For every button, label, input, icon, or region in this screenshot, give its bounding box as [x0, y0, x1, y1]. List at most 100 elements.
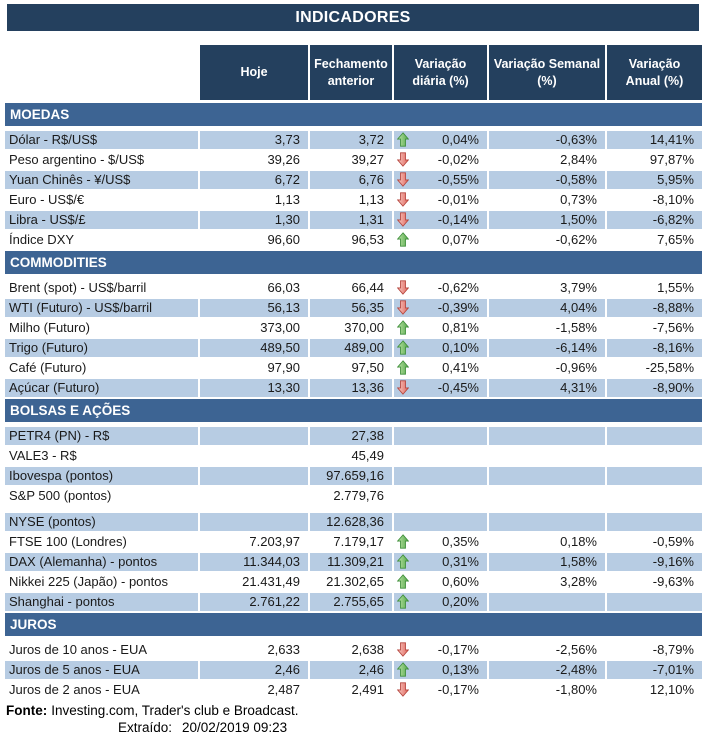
down-arrow-icon	[397, 212, 409, 227]
down-arrow-icon	[397, 682, 409, 697]
cell-hoje: 2.761,22	[200, 593, 310, 611]
up-arrow-icon	[397, 554, 409, 569]
cell-variacao-semanal: 0,73%	[560, 192, 597, 207]
cell-hoje: 373,00	[260, 320, 300, 335]
cell-variacao-anual: 12,10%	[649, 682, 694, 697]
cell-variacao-diaria	[394, 427, 489, 445]
table-row: Brent (spot) - US$/barril 66,03 66,44 -0,62…	[5, 279, 702, 297]
cell-variacao-anual: 1,55%	[657, 280, 694, 295]
row-label: Brent (spot) - US$/barril	[9, 280, 147, 295]
up-arrow-icon	[397, 662, 409, 677]
cell-variacao-anual	[607, 513, 702, 531]
cell-variacao-diaria: -0,01%	[394, 191, 489, 209]
cell-variacao-anual: 5,95%	[607, 171, 702, 189]
down-arrow-icon	[397, 192, 409, 207]
cell-variacao-anual: 97,87%	[649, 152, 694, 167]
down-arrow-icon	[397, 380, 409, 395]
cell-variacao-semanal: -6,14%	[489, 339, 607, 357]
cell-fechamento-anterior: 6,76	[310, 171, 394, 189]
cell-variacao-diaria: -0,62%	[394, 279, 489, 297]
row-label: VALE3 - R$	[9, 448, 77, 463]
cell-fechamento-anterior: 39,27	[351, 152, 384, 167]
cell-variacao-semanal: -2,56%	[555, 642, 597, 657]
table-row: Dólar - R$/US$ 3,73 3,72 0,04% -0,63% 14,41%	[5, 131, 702, 149]
report-footer: Fonte: Investing.com, Trader's club e Bro…	[6, 702, 707, 736]
cell-variacao-diaria: 0,41%	[394, 359, 489, 377]
cell-variacao-anual: -9,63%	[652, 574, 694, 589]
table-row: Café (Futuro) 97,90 97,50 0,41% -0,96% -25,58…	[5, 359, 702, 377]
up-arrow-icon	[397, 232, 409, 247]
row-label: Açúcar (Futuro)	[5, 379, 200, 397]
cell-hoje: 39,26	[267, 152, 300, 167]
cell-fechamento-anterior: 489,00	[310, 339, 394, 357]
cell-variacao-anual: -8,79%	[652, 642, 694, 657]
up-arrow-icon	[397, 132, 409, 147]
row-label: Yuan Chinês - ¥/US$	[5, 171, 200, 189]
row-label: FTSE 100 (Londres)	[9, 534, 127, 549]
table-row: Milho (Futuro) 373,00 370,00 0,81% -1,58% -7,…	[5, 319, 702, 337]
cell-fechamento-anterior: 97,50	[351, 360, 384, 375]
row-label: Milho (Futuro)	[9, 320, 90, 335]
cell-variacao-diaria: -0,14%	[394, 211, 489, 229]
cell-hoje: 11.344,03	[200, 553, 310, 571]
cell-variacao-diaria: 0,81%	[394, 319, 489, 337]
cell-fechamento-anterior: 2,491	[351, 682, 384, 697]
cell-hoje: 56,13	[200, 299, 310, 317]
up-arrow-icon	[397, 534, 409, 549]
up-arrow-icon	[397, 320, 409, 335]
cell-hoje: 97,90	[267, 360, 300, 375]
section-header-bolsas-e-a-es: BOLSAS E AÇÕES	[5, 399, 702, 422]
footer-source-label: Fonte:	[6, 703, 48, 718]
cell-variacao-anual	[607, 487, 702, 505]
cell-variacao-semanal	[489, 447, 607, 465]
cell-variacao-anual: -6,82%	[607, 211, 702, 229]
cell-variacao-anual: 7,65%	[657, 232, 694, 247]
table-row: WTI (Futuro) - US$/barril 56,13 56,35 -0,39…	[5, 299, 702, 317]
row-label: Trigo (Futuro)	[5, 339, 200, 357]
row-label: PETR4 (PN) - R$	[5, 427, 200, 445]
down-arrow-icon	[397, 152, 409, 167]
cell-variacao-semanal	[489, 593, 607, 611]
row-label: Libra - US$/£	[5, 211, 200, 229]
row-label: Shanghai - pontos	[5, 593, 200, 611]
indicators-report: INDICADORES Hoje Fechamento anterior Var…	[0, 4, 707, 736]
cell-fechamento-anterior: 2.755,65	[310, 593, 394, 611]
cell-hoje: 21.431,49	[242, 574, 300, 589]
cell-hoje	[200, 513, 310, 531]
column-header-variacao-semanal: Variação Semanal (%)	[489, 45, 607, 100]
table-row: Índice DXY 96,60 96,53 0,07% -0,62% 7,65%	[5, 231, 702, 249]
cell-hoje: 3,73	[200, 131, 310, 149]
table-body: MOEDAS Dólar - R$/US$ 3,73 3,72 0,04% -0,63% 1…	[5, 103, 702, 699]
table-row: Shanghai - pontos 2.761,22 2.755,65 0,20%	[5, 593, 702, 611]
cell-variacao-diaria: 0,04%	[394, 131, 489, 149]
cell-variacao-semanal: 3,79%	[560, 280, 597, 295]
cell-variacao-diaria: -0,45%	[394, 379, 489, 397]
cell-fechamento-anterior: 3,72	[310, 131, 394, 149]
cell-variacao-anual: -0,59%	[652, 534, 694, 549]
column-header-row: Hoje Fechamento anterior Variação diária…	[5, 45, 702, 100]
table-row: PETR4 (PN) - R$ 27,38	[5, 427, 702, 445]
cell-hoje: 96,60	[267, 232, 300, 247]
report-title-bar: INDICADORES	[7, 4, 699, 31]
table-row: NYSE (pontos) 12.628,36	[5, 513, 702, 531]
cell-variacao-semanal: -1,80%	[555, 682, 597, 697]
cell-variacao-anual: -7,56%	[652, 320, 694, 335]
up-arrow-icon	[397, 360, 409, 375]
page-title: INDICADORES	[295, 8, 411, 26]
cell-fechamento-anterior: 45,49	[351, 448, 384, 463]
up-arrow-icon	[397, 340, 409, 355]
footer-extracted-value: 20/02/2019 09:23	[182, 720, 288, 735]
cell-hoje	[200, 487, 310, 505]
cell-variacao-semanal: -0,63%	[489, 131, 607, 149]
cell-variacao-semanal: 1,58%	[489, 553, 607, 571]
cell-variacao-diaria: 0,31%	[394, 553, 489, 571]
cell-fechamento-anterior: 12.628,36	[310, 513, 394, 531]
up-arrow-icon	[397, 574, 409, 589]
table-row: Nikkei 225 (Japão) - pontos 21.431,49 21.3…	[5, 573, 702, 591]
cell-variacao-semanal: -0,58%	[489, 171, 607, 189]
cell-variacao-semanal: 1,50%	[489, 211, 607, 229]
row-label: Ibovespa (pontos)	[5, 467, 200, 485]
cell-variacao-diaria: 0,13%	[394, 661, 489, 679]
cell-variacao-anual: -8,10%	[652, 192, 694, 207]
row-label: Juros de 5 anos - EUA	[5, 661, 200, 679]
